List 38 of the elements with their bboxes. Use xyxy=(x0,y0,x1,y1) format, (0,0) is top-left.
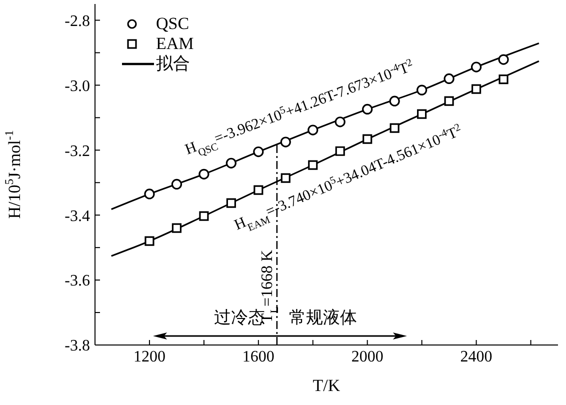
point xyxy=(144,236,154,246)
y-tick-label: -3.6 xyxy=(64,272,90,290)
y-tick-label: -3.2 xyxy=(64,142,90,160)
annotation: 常规液体 xyxy=(288,308,357,327)
point xyxy=(198,168,210,180)
y-tick-label: -3.4 xyxy=(64,208,90,225)
point xyxy=(498,74,508,84)
x-tick-label: 2000 xyxy=(351,348,384,366)
point xyxy=(172,223,182,233)
point xyxy=(253,146,264,158)
y-tick-label: -3.0 xyxy=(64,78,90,95)
point xyxy=(171,178,182,190)
legend-label: EAM xyxy=(156,34,194,54)
point xyxy=(308,160,318,170)
point xyxy=(390,123,400,133)
point xyxy=(416,84,428,96)
legend-label: QSC xyxy=(156,14,190,34)
point xyxy=(334,116,346,128)
point xyxy=(470,62,482,72)
point xyxy=(199,211,209,221)
y-tick-label: -3.8 xyxy=(64,338,90,355)
x-tick-label: 1600 xyxy=(242,348,274,366)
legend-label: 拟合 xyxy=(156,54,190,74)
point xyxy=(444,96,454,106)
x-tick-label: 1200 xyxy=(133,348,166,366)
x-axis-title: T/K xyxy=(312,376,341,395)
point xyxy=(226,198,236,208)
point xyxy=(444,73,454,84)
point xyxy=(308,124,318,136)
point xyxy=(254,185,264,195)
point xyxy=(226,158,236,168)
y-tick-label: -2.8 xyxy=(64,12,90,30)
point xyxy=(417,109,427,119)
point xyxy=(471,84,482,94)
point xyxy=(280,136,291,148)
point xyxy=(498,54,509,65)
point xyxy=(144,188,155,200)
x-tick-label: 2400 xyxy=(460,348,492,366)
